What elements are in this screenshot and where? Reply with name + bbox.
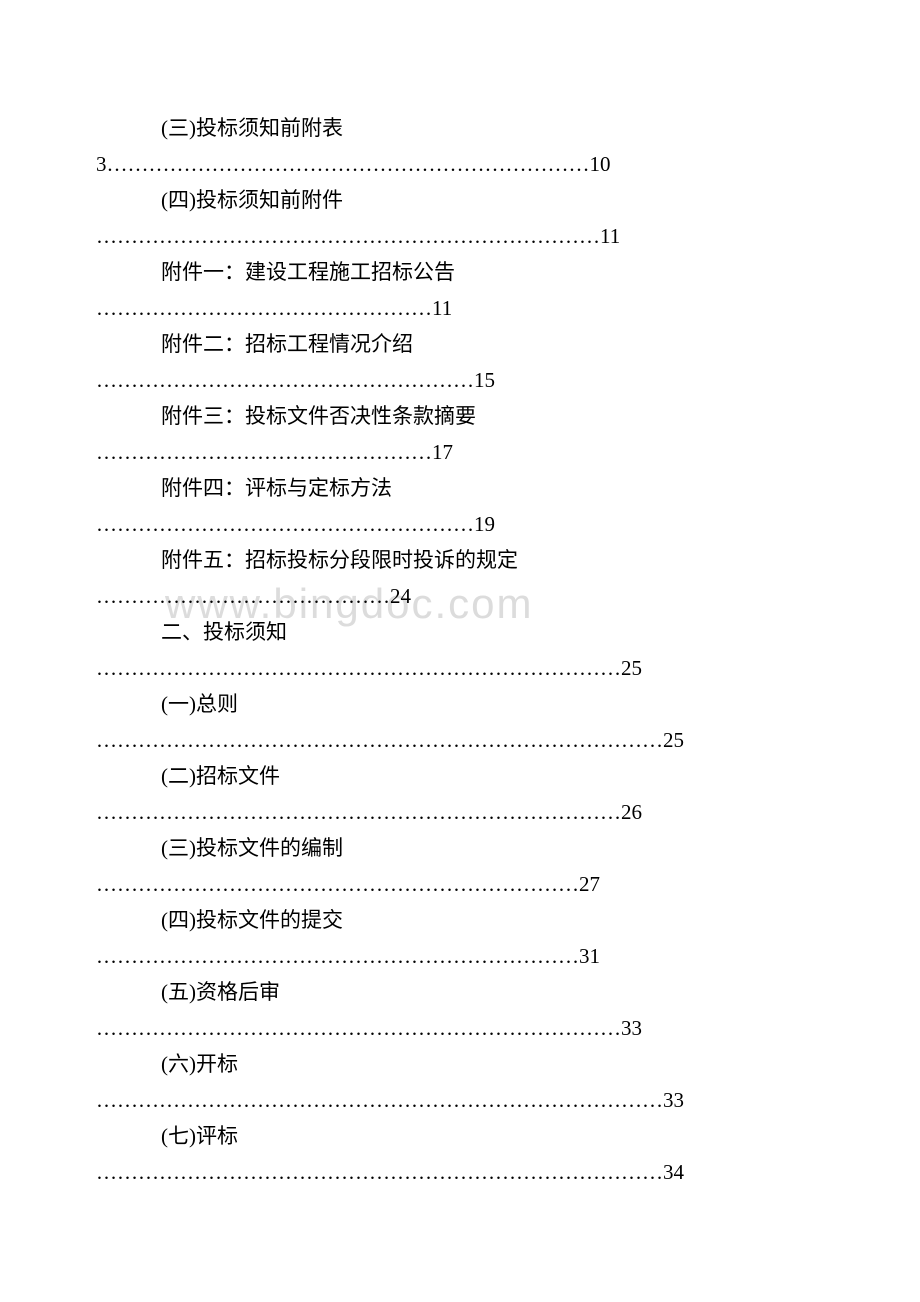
toc-leader: …………………………………………11 bbox=[96, 290, 824, 326]
toc-leader: ………………………………………………19 bbox=[96, 506, 824, 542]
toc-item: 附件二：招标工程情况介绍 ………………………………………………15 bbox=[96, 326, 824, 398]
toc-item: (二)招标文件 …………………………………………………………………26 bbox=[96, 758, 824, 830]
toc-item: 附件四：评标与定标方法 ………………………………………………19 bbox=[96, 470, 824, 542]
toc-item: (六)开标 ………………………………………………………………………33 bbox=[96, 1046, 824, 1118]
toc-leader: …………………………………………17 bbox=[96, 434, 824, 470]
toc-content: (三)投标须知前附表 3……………………………………………………………10 (四… bbox=[96, 110, 824, 1190]
toc-item: (四)投标须知前附件 ………………………………………………………………11 bbox=[96, 182, 824, 254]
toc-leader: ………………………………………………………………11 bbox=[96, 218, 824, 254]
toc-title: 附件一：建设工程施工招标公告 bbox=[96, 254, 824, 290]
toc-leader: ………………………………………………………………………34 bbox=[96, 1154, 824, 1190]
toc-leader: ……………………………………………………………31 bbox=[96, 938, 824, 974]
toc-leader: ………………………………………………………………………25 bbox=[96, 722, 824, 758]
toc-item: 二、投标须知 …………………………………………………………………25 bbox=[96, 614, 824, 686]
toc-title: 附件四：评标与定标方法 bbox=[96, 470, 824, 506]
toc-leader: ………………………………………………………………………33 bbox=[96, 1082, 824, 1118]
toc-leader: …………………………………………………………………25 bbox=[96, 650, 824, 686]
toc-item: (五)资格后审 …………………………………………………………………33 bbox=[96, 974, 824, 1046]
toc-item: 附件五：招标投标分段限时投诉的规定 ……………………………………24 bbox=[96, 542, 824, 614]
toc-item: (四)投标文件的提交 ……………………………………………………………31 bbox=[96, 902, 824, 974]
toc-item: (一)总则 ………………………………………………………………………25 bbox=[96, 686, 824, 758]
toc-leader: ………………………………………………15 bbox=[96, 362, 824, 398]
toc-item: 附件三：投标文件否决性条款摘要 …………………………………………17 bbox=[96, 398, 824, 470]
toc-leader: 3……………………………………………………………10 bbox=[96, 146, 824, 182]
toc-title: (一)总则 bbox=[96, 686, 824, 722]
toc-title: (四)投标须知前附件 bbox=[96, 182, 824, 218]
toc-item: (七)评标 ………………………………………………………………………34 bbox=[96, 1118, 824, 1190]
toc-leader: ……………………………………24 bbox=[96, 578, 824, 614]
toc-leader: …………………………………………………………………33 bbox=[96, 1010, 824, 1046]
toc-title: (三)投标须知前附表 bbox=[96, 110, 824, 146]
toc-title: (七)评标 bbox=[96, 1118, 824, 1154]
toc-title: (二)招标文件 bbox=[96, 758, 824, 794]
toc-title: 二、投标须知 bbox=[96, 614, 824, 650]
toc-title: (三)投标文件的编制 bbox=[96, 830, 824, 866]
toc-item: 附件一：建设工程施工招标公告 …………………………………………11 bbox=[96, 254, 824, 326]
toc-title: (六)开标 bbox=[96, 1046, 824, 1082]
toc-title: 附件五：招标投标分段限时投诉的规定 bbox=[96, 542, 824, 578]
toc-item: (三)投标须知前附表 3……………………………………………………………10 bbox=[96, 110, 824, 182]
toc-item: (三)投标文件的编制 ……………………………………………………………27 bbox=[96, 830, 824, 902]
toc-title: (四)投标文件的提交 bbox=[96, 902, 824, 938]
toc-title: 附件二：招标工程情况介绍 bbox=[96, 326, 824, 362]
toc-title: (五)资格后审 bbox=[96, 974, 824, 1010]
toc-title: 附件三：投标文件否决性条款摘要 bbox=[96, 398, 824, 434]
toc-leader: …………………………………………………………………26 bbox=[96, 794, 824, 830]
toc-leader: ……………………………………………………………27 bbox=[96, 866, 824, 902]
